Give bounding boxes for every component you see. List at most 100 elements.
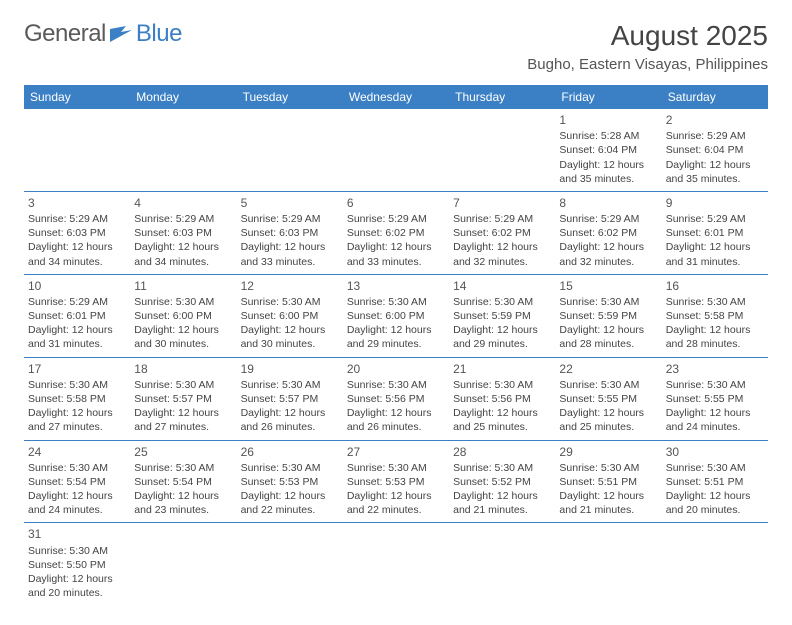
calendar-cell: 15Sunrise: 5:30 AMSunset: 5:59 PMDayligh… [555,274,661,357]
sunrise-line: Sunrise: 5:29 AM [28,295,126,309]
sunset-line: Sunset: 5:53 PM [347,475,445,489]
daylight-line: Daylight: 12 hours and 28 minutes. [666,323,764,351]
day-number: 8 [559,195,657,211]
daylight-line: Daylight: 12 hours and 26 minutes. [241,406,339,434]
header: General Blue August 2025 Bugho, Eastern … [24,20,768,73]
day-number: 28 [453,444,551,460]
day-header: Monday [130,85,236,109]
sunrise-line: Sunrise: 5:30 AM [666,295,764,309]
daylight-line: Daylight: 12 hours and 21 minutes. [453,489,551,517]
daylight-line: Daylight: 12 hours and 31 minutes. [666,240,764,268]
sunset-line: Sunset: 6:02 PM [347,226,445,240]
calendar-row: 17Sunrise: 5:30 AMSunset: 5:58 PMDayligh… [24,357,768,440]
sunrise-line: Sunrise: 5:30 AM [347,461,445,475]
daylight-line: Daylight: 12 hours and 34 minutes. [134,240,232,268]
calendar-cell [449,109,555,191]
daylight-line: Daylight: 12 hours and 22 minutes. [241,489,339,517]
sunrise-line: Sunrise: 5:30 AM [666,461,764,475]
calendar-cell [237,109,343,191]
day-number: 23 [666,361,764,377]
day-number: 4 [134,195,232,211]
sunrise-line: Sunrise: 5:30 AM [347,378,445,392]
calendar-cell [343,109,449,191]
sunrise-line: Sunrise: 5:29 AM [666,212,764,226]
day-number: 5 [241,195,339,211]
daylight-line: Daylight: 12 hours and 23 minutes. [134,489,232,517]
day-number: 22 [559,361,657,377]
sunrise-line: Sunrise: 5:30 AM [666,378,764,392]
sunset-line: Sunset: 5:54 PM [134,475,232,489]
calendar-cell: 5Sunrise: 5:29 AMSunset: 6:03 PMDaylight… [237,191,343,274]
daylight-line: Daylight: 12 hours and 22 minutes. [347,489,445,517]
calendar-cell: 2Sunrise: 5:29 AMSunset: 6:04 PMDaylight… [662,109,768,191]
sunset-line: Sunset: 6:01 PM [28,309,126,323]
calendar-cell: 22Sunrise: 5:30 AMSunset: 5:55 PMDayligh… [555,357,661,440]
day-header-row: Sunday Monday Tuesday Wednesday Thursday… [24,85,768,109]
sunset-line: Sunset: 5:50 PM [28,558,126,572]
sunset-line: Sunset: 5:58 PM [28,392,126,406]
sunrise-line: Sunrise: 5:30 AM [28,544,126,558]
day-number: 30 [666,444,764,460]
sunrise-line: Sunrise: 5:29 AM [453,212,551,226]
calendar-cell: 16Sunrise: 5:30 AMSunset: 5:58 PMDayligh… [662,274,768,357]
sunrise-line: Sunrise: 5:30 AM [28,461,126,475]
daylight-line: Daylight: 12 hours and 35 minutes. [666,158,764,186]
day-number: 25 [134,444,232,460]
calendar-cell: 11Sunrise: 5:30 AMSunset: 6:00 PMDayligh… [130,274,236,357]
calendar-cell: 14Sunrise: 5:30 AMSunset: 5:59 PMDayligh… [449,274,555,357]
sunset-line: Sunset: 5:55 PM [559,392,657,406]
sunrise-line: Sunrise: 5:30 AM [241,378,339,392]
calendar-cell: 28Sunrise: 5:30 AMSunset: 5:52 PMDayligh… [449,440,555,523]
day-number: 7 [453,195,551,211]
daylight-line: Daylight: 12 hours and 25 minutes. [453,406,551,434]
calendar-cell [555,523,661,605]
day-number: 1 [559,112,657,128]
calendar-row: 10Sunrise: 5:29 AMSunset: 6:01 PMDayligh… [24,274,768,357]
sunrise-line: Sunrise: 5:30 AM [453,461,551,475]
calendar-cell: 10Sunrise: 5:29 AMSunset: 6:01 PMDayligh… [24,274,130,357]
daylight-line: Daylight: 12 hours and 24 minutes. [666,406,764,434]
sunrise-line: Sunrise: 5:30 AM [241,461,339,475]
daylight-line: Daylight: 12 hours and 32 minutes. [559,240,657,268]
sunrise-line: Sunrise: 5:30 AM [559,461,657,475]
day-number: 26 [241,444,339,460]
day-number: 29 [559,444,657,460]
calendar-cell [343,523,449,605]
calendar-cell: 13Sunrise: 5:30 AMSunset: 6:00 PMDayligh… [343,274,449,357]
day-number: 20 [347,361,445,377]
day-number: 21 [453,361,551,377]
sunrise-line: Sunrise: 5:29 AM [559,212,657,226]
day-number: 19 [241,361,339,377]
day-number: 24 [28,444,126,460]
daylight-line: Daylight: 12 hours and 32 minutes. [453,240,551,268]
day-header: Sunday [24,85,130,109]
sunrise-line: Sunrise: 5:29 AM [241,212,339,226]
sunset-line: Sunset: 6:03 PM [241,226,339,240]
calendar-cell: 18Sunrise: 5:30 AMSunset: 5:57 PMDayligh… [130,357,236,440]
calendar-cell: 7Sunrise: 5:29 AMSunset: 6:02 PMDaylight… [449,191,555,274]
calendar-cell [237,523,343,605]
day-header: Tuesday [237,85,343,109]
daylight-line: Daylight: 12 hours and 28 minutes. [559,323,657,351]
sunset-line: Sunset: 5:53 PM [241,475,339,489]
calendar-cell: 31Sunrise: 5:30 AMSunset: 5:50 PMDayligh… [24,523,130,605]
daylight-line: Daylight: 12 hours and 29 minutes. [347,323,445,351]
daylight-line: Daylight: 12 hours and 20 minutes. [666,489,764,517]
daylight-line: Daylight: 12 hours and 25 minutes. [559,406,657,434]
sunset-line: Sunset: 5:51 PM [666,475,764,489]
sunrise-line: Sunrise: 5:30 AM [559,295,657,309]
day-number: 18 [134,361,232,377]
sunset-line: Sunset: 6:00 PM [347,309,445,323]
sunset-line: Sunset: 6:00 PM [241,309,339,323]
calendar-cell: 20Sunrise: 5:30 AMSunset: 5:56 PMDayligh… [343,357,449,440]
sunrise-line: Sunrise: 5:30 AM [559,378,657,392]
calendar-table: Sunday Monday Tuesday Wednesday Thursday… [24,85,768,605]
sunrise-line: Sunrise: 5:29 AM [666,129,764,143]
day-number: 12 [241,278,339,294]
day-number: 13 [347,278,445,294]
daylight-line: Daylight: 12 hours and 33 minutes. [347,240,445,268]
day-header: Thursday [449,85,555,109]
calendar-cell: 8Sunrise: 5:29 AMSunset: 6:02 PMDaylight… [555,191,661,274]
calendar-cell: 1Sunrise: 5:28 AMSunset: 6:04 PMDaylight… [555,109,661,191]
day-header: Friday [555,85,661,109]
